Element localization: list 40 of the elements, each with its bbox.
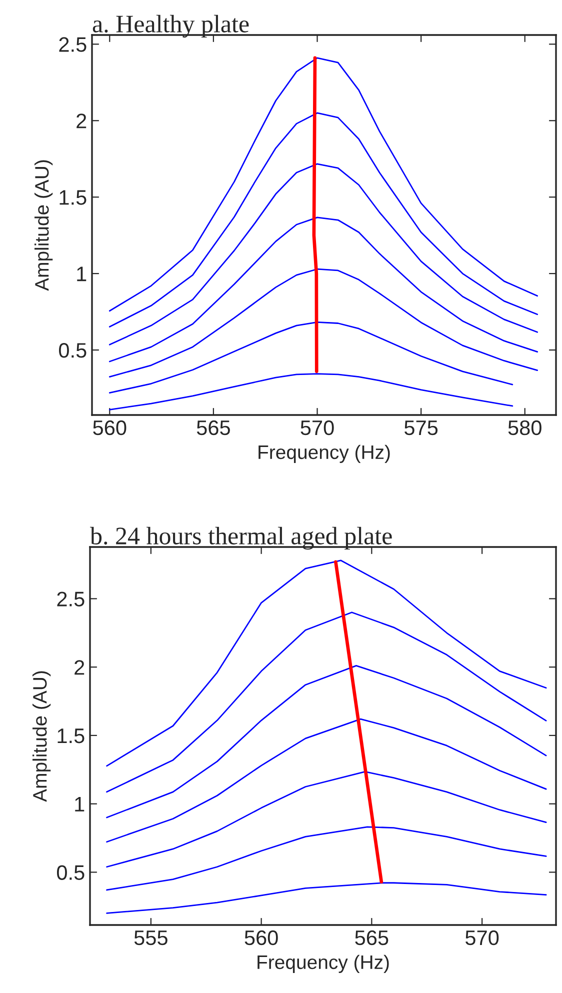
x-tick-label: 575 bbox=[404, 420, 438, 436]
line-series bbox=[108, 321, 514, 394]
line-series bbox=[312, 56, 318, 374]
y-tick-label: 1 bbox=[77, 266, 86, 282]
line-series bbox=[108, 373, 514, 410]
y-tick-label: 2 bbox=[76, 114, 86, 128]
chart-title: b. 24 hours thermal aged plate bbox=[90, 526, 392, 550]
line-series bbox=[108, 112, 538, 328]
x-tick-label: 565 bbox=[355, 930, 388, 946]
x-tick-label: 570 bbox=[466, 930, 499, 946]
x-tick-label: 570 bbox=[300, 420, 334, 436]
line-series bbox=[106, 612, 547, 793]
x-tick-label: 565 bbox=[196, 420, 230, 436]
line-series bbox=[106, 718, 547, 843]
line-series bbox=[108, 216, 538, 362]
line-series bbox=[106, 771, 547, 868]
y-axis-title: Amplitude (AU) bbox=[32, 671, 51, 802]
y-tick-label: 2.5 bbox=[59, 37, 86, 52]
y-tick-label: 1.5 bbox=[58, 728, 84, 744]
y-tick-label: 2.5 bbox=[57, 592, 84, 606]
line-series bbox=[106, 665, 547, 818]
line-series bbox=[108, 163, 538, 346]
x-axis-title: Frequency (Hz) bbox=[258, 954, 389, 973]
chart-title: a. Healthy plate bbox=[92, 14, 249, 38]
x-tick-label: 560 bbox=[93, 420, 126, 436]
x-tick-label: 555 bbox=[134, 930, 168, 946]
y-tick-label: 0.5 bbox=[58, 343, 86, 358]
line-series bbox=[106, 826, 547, 891]
line-series bbox=[108, 268, 538, 378]
line-series bbox=[108, 57, 538, 312]
line-series bbox=[106, 882, 547, 914]
y-tick-label: 2 bbox=[74, 660, 84, 675]
x-tick-label: 560 bbox=[244, 930, 278, 946]
y-axis-title: Amplitude (AU) bbox=[34, 160, 53, 291]
x-tick-label: 580 bbox=[508, 420, 542, 436]
x-axis-title: Frequency (Hz) bbox=[258, 444, 390, 463]
y-tick-label: 1 bbox=[75, 797, 84, 812]
line-series bbox=[106, 560, 547, 767]
y-tick-label: 1.5 bbox=[60, 190, 86, 205]
y-tick-label: 0.5 bbox=[56, 865, 84, 880]
